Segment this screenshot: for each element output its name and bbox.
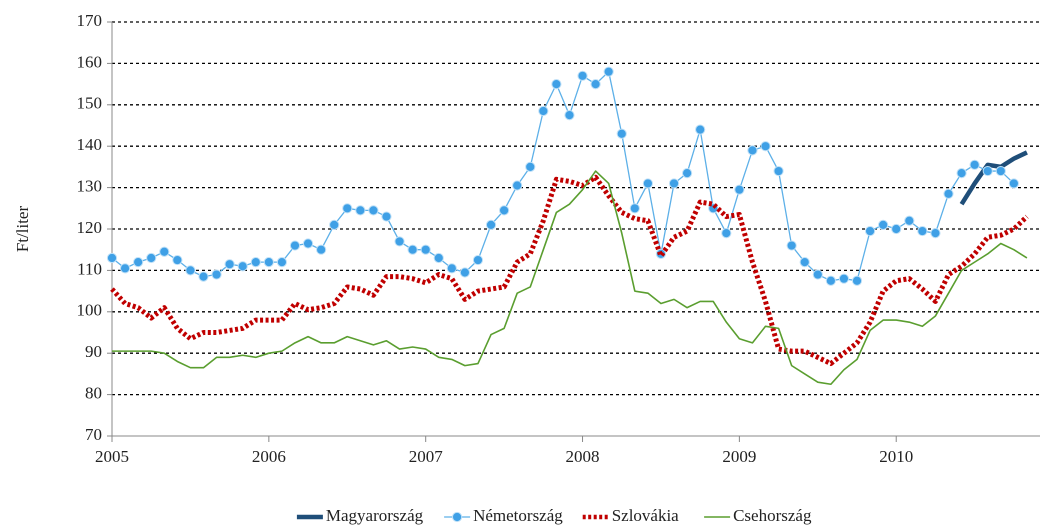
- legend-marker: [452, 511, 463, 523]
- data-point: [302, 238, 314, 249]
- data-point: [956, 168, 967, 179]
- data-point: [838, 273, 850, 284]
- data-point: [878, 219, 889, 230]
- y-axis-label: Ft/liter: [13, 206, 32, 253]
- data-point: [381, 211, 392, 222]
- data-point: [119, 263, 131, 274]
- data-point: [904, 215, 915, 226]
- data-point: [721, 228, 732, 239]
- x-tick-label: 2006: [252, 447, 286, 466]
- data-point: [368, 205, 379, 216]
- data-point: [407, 244, 418, 255]
- data-point: [211, 269, 222, 280]
- data-point: [263, 257, 274, 268]
- data-point: [642, 178, 653, 189]
- data-point: [564, 110, 575, 121]
- data-point: [695, 124, 706, 135]
- data-point: [812, 269, 823, 280]
- data-point: [394, 236, 405, 247]
- data-point: [538, 105, 549, 117]
- data-point: [185, 265, 196, 276]
- data-point: [198, 271, 209, 282]
- data-point: [133, 257, 144, 268]
- data-point: [930, 228, 941, 239]
- data-point: [629, 203, 640, 214]
- data-point: [250, 257, 261, 268]
- x-tick-label: 2009: [722, 447, 756, 466]
- y-tick-label: 90: [85, 342, 102, 361]
- data-point: [590, 79, 601, 90]
- data-point: [342, 203, 353, 214]
- data-point: [172, 254, 183, 266]
- legend-label: Magyarország: [326, 506, 424, 525]
- data-point: [485, 219, 497, 230]
- data-point: [276, 257, 288, 268]
- data-point: [329, 219, 340, 230]
- data-point: [459, 267, 471, 278]
- data-point: [734, 184, 745, 195]
- data-point: [982, 165, 993, 177]
- data-point: [943, 188, 954, 199]
- data-point: [747, 145, 758, 156]
- data-point: [864, 225, 876, 237]
- data-point: [917, 225, 928, 237]
- legend-label: Csehország: [733, 506, 812, 525]
- data-point: [420, 244, 431, 255]
- data-point: [433, 252, 444, 264]
- legend-label: Szlovákia: [612, 506, 679, 525]
- data-point: [577, 70, 588, 81]
- data-point: [146, 252, 157, 264]
- data-point: [773, 165, 784, 177]
- data-point: [891, 223, 902, 235]
- y-tick-label: 170: [77, 11, 103, 30]
- series-line: [111, 71, 1015, 282]
- data-point: [681, 168, 693, 179]
- data-point: [472, 254, 484, 266]
- y-tick-label: 100: [77, 301, 103, 320]
- x-tick-label: 2005: [95, 447, 129, 466]
- y-tick-label: 160: [77, 52, 103, 71]
- data-point: [106, 252, 118, 264]
- x-tick-label: 2007: [409, 447, 444, 466]
- data-point: [616, 128, 627, 139]
- data-point: [786, 240, 797, 251]
- data-point: [799, 257, 810, 268]
- data-point: [969, 159, 980, 170]
- data-point: [499, 205, 510, 216]
- data-point: [551, 79, 562, 90]
- data-point: [512, 180, 523, 191]
- data-point: [825, 275, 836, 286]
- data-point: [1008, 178, 1019, 189]
- data-point: [603, 66, 614, 77]
- data-point: [760, 141, 771, 152]
- data-point: [159, 246, 170, 257]
- data-point: [316, 244, 327, 255]
- data-point: [851, 275, 863, 286]
- data-point: [237, 261, 248, 272]
- y-tick-label: 150: [77, 94, 103, 113]
- y-tick-label: 120: [77, 218, 103, 237]
- series-line: [959, 150, 1028, 206]
- series-line: [112, 170, 1028, 386]
- data-point: [525, 161, 536, 172]
- data-point: [224, 259, 235, 270]
- legend-label: Németország: [473, 506, 563, 525]
- data-point: [289, 240, 301, 251]
- x-tick-label: 2008: [566, 447, 600, 466]
- data-point: [355, 205, 366, 216]
- data-point: [995, 165, 1006, 177]
- x-tick-label: 2010: [879, 447, 913, 466]
- data-point: [446, 263, 457, 274]
- y-tick-label: 110: [77, 259, 102, 278]
- y-tick-label: 140: [77, 135, 103, 154]
- y-tick-label: 130: [77, 177, 103, 196]
- data-point: [668, 178, 680, 189]
- y-tick-label: 80: [85, 384, 102, 403]
- y-tick-label: 70: [85, 425, 102, 444]
